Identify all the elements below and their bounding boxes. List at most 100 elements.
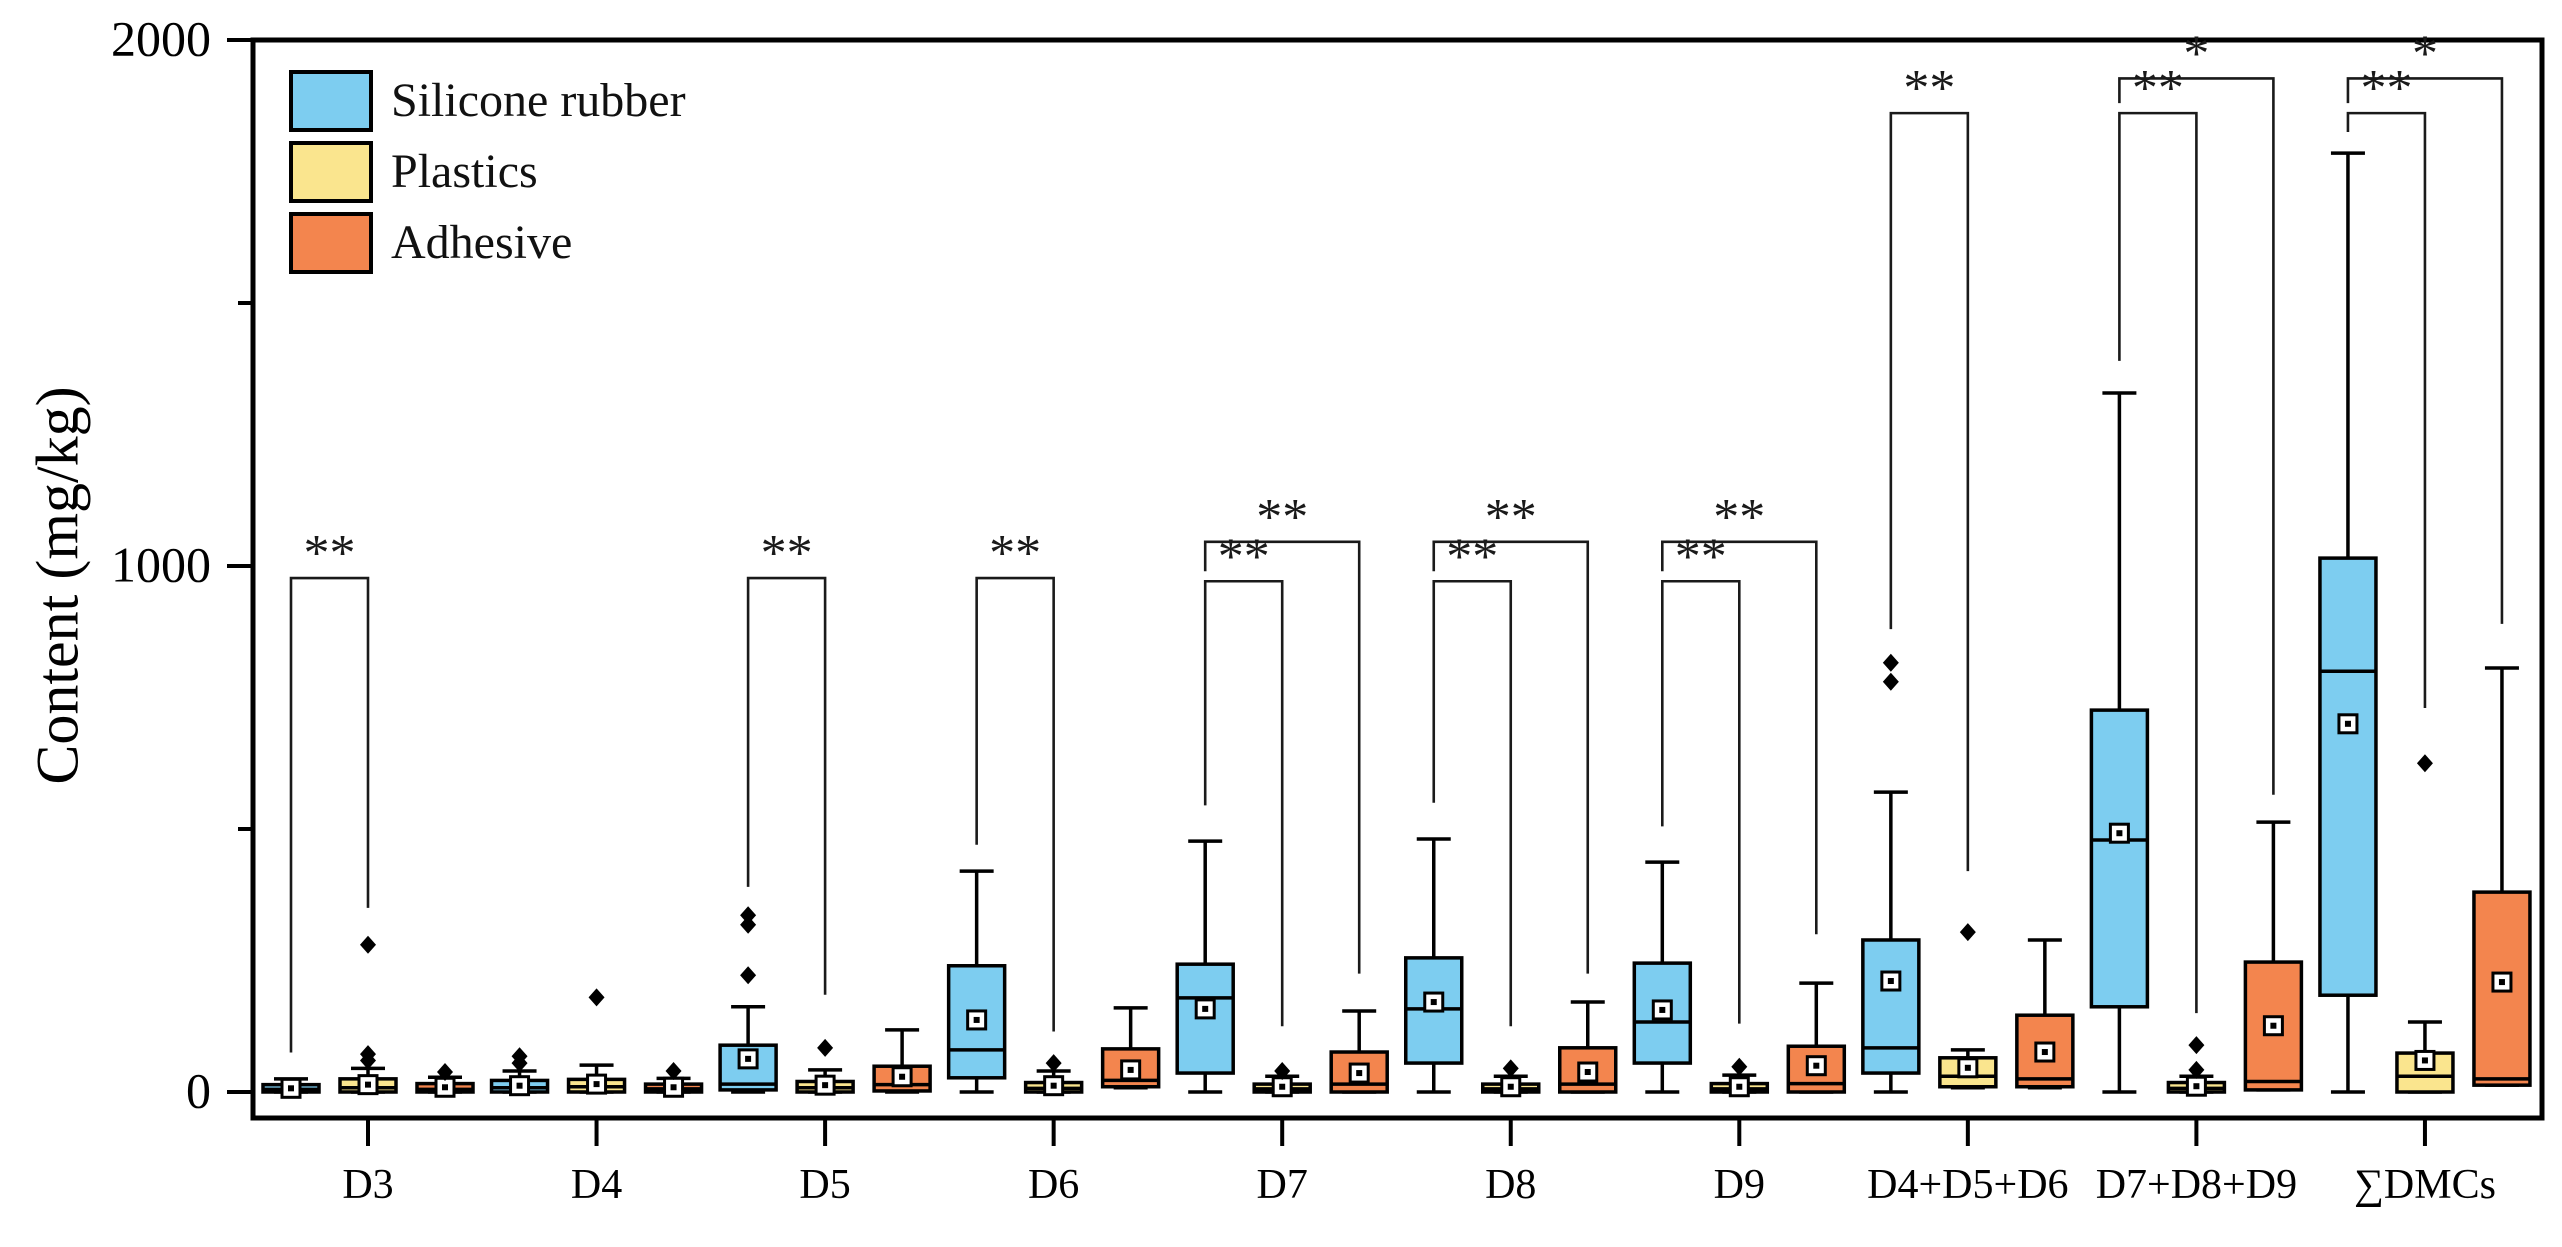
mean-marker-dot bbox=[365, 1081, 371, 1088]
mean-marker-dot bbox=[1279, 1083, 1286, 1090]
mean-marker-dot bbox=[442, 1084, 448, 1091]
outlier-diamond bbox=[740, 915, 757, 934]
mean-marker-dot bbox=[1356, 1070, 1363, 1077]
mean-marker-dot bbox=[1202, 1005, 1209, 1012]
mean-marker-dot bbox=[973, 1016, 980, 1023]
y-tick-label: 0 bbox=[186, 1062, 211, 1118]
outlier-diamond bbox=[665, 1061, 682, 1080]
significance-label: ** bbox=[1256, 489, 1308, 546]
outlier-diamond bbox=[2188, 1036, 2205, 1055]
significance-label: ** bbox=[761, 525, 813, 582]
x-tick-label: D7 bbox=[1257, 1162, 1308, 1208]
significance-bracket bbox=[1432, 579, 1513, 1027]
significance-label: * bbox=[2412, 25, 2438, 82]
significance-bracket bbox=[2346, 111, 2427, 709]
outlier-diamond bbox=[2416, 754, 2433, 773]
legend-item-silicone-rubber: Silicone rubber bbox=[289, 70, 686, 132]
mean-marker-dot bbox=[1736, 1083, 1743, 1090]
mean-marker-dot bbox=[2498, 979, 2505, 986]
legend-swatch-plastics bbox=[289, 141, 373, 203]
x-tick-label: D3 bbox=[342, 1162, 393, 1208]
significance-bracket bbox=[1661, 540, 1818, 935]
mean-marker-dot bbox=[1813, 1062, 1820, 1069]
outlier-diamond bbox=[1882, 672, 1899, 691]
significance-bracket bbox=[2346, 77, 2504, 624]
box-silicone bbox=[1861, 938, 1921, 1075]
x-tick-label: D6 bbox=[1028, 1162, 1079, 1208]
box-silicone bbox=[2089, 708, 2150, 1009]
mean-marker-dot bbox=[1584, 1069, 1591, 1076]
outlier-diamond bbox=[360, 935, 376, 954]
mean-marker-dot bbox=[516, 1082, 523, 1089]
outlier-diamond bbox=[588, 988, 605, 1007]
outlier-diamond bbox=[1502, 1059, 1519, 1078]
mean-marker-dot bbox=[2116, 830, 2123, 837]
significance-bracket bbox=[1203, 540, 1361, 974]
significance-bracket bbox=[1432, 540, 1590, 974]
mean-marker-dot bbox=[2421, 1057, 2428, 1064]
x-tick-label: D4 bbox=[571, 1162, 622, 1208]
plot-frame bbox=[250, 37, 2545, 1121]
outlier-diamond bbox=[1959, 923, 1976, 942]
outlier-diamond bbox=[1274, 1061, 1291, 1080]
legend-item-adhesive: Adhesive bbox=[289, 212, 686, 274]
mean-marker-dot bbox=[1050, 1082, 1057, 1089]
mean-marker-dot bbox=[899, 1073, 906, 1080]
significance-label: ** bbox=[1903, 60, 1955, 117]
y-axis-title: Content (mg/kg) bbox=[24, 386, 91, 785]
significance-bracket bbox=[746, 576, 827, 995]
y-tick-label: 1000 bbox=[111, 536, 211, 592]
legend-swatch-adhesive bbox=[289, 212, 373, 274]
outlier-diamond bbox=[740, 906, 757, 925]
mean-marker-dot bbox=[822, 1082, 829, 1089]
legend-label-adhesive: Adhesive bbox=[391, 216, 573, 269]
mean-marker-dot bbox=[1430, 999, 1437, 1006]
x-tick-label: D9 bbox=[1714, 1162, 1765, 1208]
significance-label: ** bbox=[989, 525, 1041, 582]
mean-marker-dot bbox=[2344, 720, 2351, 727]
box-silicone bbox=[946, 964, 1007, 1080]
significance-bracket bbox=[289, 576, 370, 1053]
mean-marker-dot bbox=[2270, 1022, 2277, 1029]
mean-marker-dot bbox=[745, 1055, 752, 1062]
significance-label: ** bbox=[1713, 489, 1765, 546]
mean-marker-dot bbox=[1507, 1083, 1514, 1090]
significance-label: ** bbox=[2360, 60, 2412, 117]
legend: Silicone rubber Plastics Adhesive bbox=[289, 70, 686, 274]
significance-bracket bbox=[2118, 111, 2198, 1014]
mean-marker-dot bbox=[593, 1081, 600, 1088]
significance-label: ** bbox=[1675, 528, 1727, 585]
x-tick-label: D5 bbox=[799, 1162, 850, 1208]
outlier-diamond bbox=[1882, 653, 1899, 672]
mean-marker-dot bbox=[2193, 1083, 2200, 1090]
significance-bracket bbox=[975, 576, 1055, 1032]
mean-marker-dot bbox=[1127, 1066, 1134, 1073]
significance-bracket bbox=[2118, 77, 2275, 795]
significance-label: ** bbox=[1446, 528, 1498, 585]
significance-label: * bbox=[2183, 25, 2209, 82]
mean-marker-dot bbox=[288, 1085, 294, 1092]
outlier-diamond bbox=[1045, 1054, 1062, 1073]
significance-label: ** bbox=[1485, 489, 1537, 546]
significance-bracket bbox=[1889, 111, 1970, 872]
x-tick-label: ∑DMCs bbox=[2354, 1162, 2496, 1208]
outlier-diamond bbox=[360, 1045, 376, 1064]
mean-marker-dot bbox=[2041, 1049, 2048, 1056]
significance-label: ** bbox=[304, 525, 356, 582]
outlier-diamond bbox=[437, 1063, 453, 1082]
x-tick-label: D7+D8+D9 bbox=[2096, 1162, 2297, 1208]
mean-marker-dot bbox=[1659, 1006, 1666, 1013]
legend-label-plastics: Plastics bbox=[391, 145, 538, 198]
significance-label: ** bbox=[1218, 528, 1270, 585]
box-silicone bbox=[2318, 556, 2378, 997]
legend-swatch-silicone-rubber bbox=[289, 70, 373, 132]
x-tick-label: D4+D5+D6 bbox=[1867, 1162, 2068, 1208]
outlier-diamond bbox=[2188, 1060, 2205, 1079]
legend-item-plastics: Plastics bbox=[289, 141, 686, 203]
significance-bracket bbox=[1203, 579, 1284, 1027]
y-tick-label: 2000 bbox=[111, 10, 211, 66]
outlier-diamond bbox=[740, 966, 757, 985]
mean-marker-dot bbox=[1887, 978, 1894, 985]
mean-marker-dot bbox=[1964, 1064, 1971, 1071]
